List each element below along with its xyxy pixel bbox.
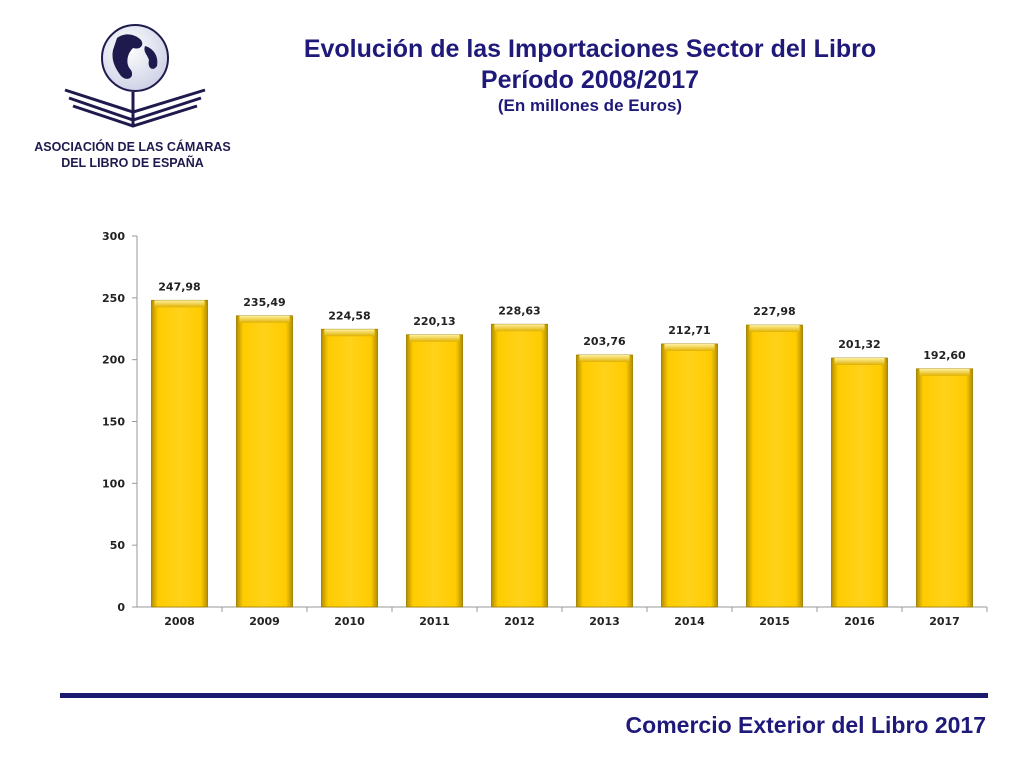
bar xyxy=(576,354,633,608)
bar xyxy=(746,324,803,608)
bar-highlight xyxy=(579,355,630,363)
bar-highlight xyxy=(919,368,970,376)
org-name: ASOCIACIÓN DE LAS CÁMARAS DEL LIBRO DE E… xyxy=(0,139,265,171)
bar xyxy=(831,357,888,608)
data-label: 224,58 xyxy=(328,309,370,322)
bar xyxy=(916,368,973,608)
logo-globe-book-icon xyxy=(64,24,206,128)
bar xyxy=(661,343,718,608)
footer-text: Comercio Exterior del Libro 2017 xyxy=(625,712,986,738)
page-title: Evolución de las Importaciones Sector de… xyxy=(303,35,877,63)
bar-highlight xyxy=(494,324,545,332)
x-tick-label: 2009 xyxy=(249,615,280,628)
y-tick-label: 0 xyxy=(117,601,125,614)
y-tick-label: 50 xyxy=(110,539,126,552)
footer-rule xyxy=(60,693,988,698)
org-name-line1: ASOCIACIÓN DE LAS CÁMARAS xyxy=(34,140,231,154)
data-label: 235,49 xyxy=(243,296,285,309)
bar-highlight xyxy=(834,358,885,366)
x-tick-label: 2016 xyxy=(844,615,875,628)
y-tick-label: 250 xyxy=(102,292,125,305)
data-label: 201,32 xyxy=(838,338,880,351)
data-label: 247,98 xyxy=(158,280,200,293)
bar-highlight xyxy=(664,343,715,351)
x-tick-label: 2008 xyxy=(164,615,195,628)
bar-highlight xyxy=(324,329,375,337)
bar xyxy=(491,323,548,608)
data-label: 228,63 xyxy=(498,304,540,317)
bar-highlight xyxy=(154,300,205,308)
y-tick-label: 100 xyxy=(102,477,125,490)
x-tick-label: 2014 xyxy=(674,615,705,628)
bar xyxy=(321,328,378,608)
bar-highlight xyxy=(749,325,800,333)
bar xyxy=(406,334,463,608)
bar-highlight xyxy=(239,315,290,323)
bar xyxy=(236,315,293,608)
data-label: 220,13 xyxy=(413,315,455,328)
x-tick-label: 2012 xyxy=(504,615,535,628)
x-tick-label: 2017 xyxy=(929,615,960,628)
data-label: 212,71 xyxy=(668,324,710,337)
bar xyxy=(151,299,208,608)
data-label: 203,76 xyxy=(583,335,626,348)
x-tick-label: 2011 xyxy=(419,615,450,628)
data-label: 227,98 xyxy=(753,305,795,318)
bar-highlight xyxy=(409,334,460,342)
x-tick-label: 2015 xyxy=(759,615,790,628)
x-tick-label: 2010 xyxy=(334,615,365,628)
y-tick-label: 200 xyxy=(102,354,125,367)
chart-header: Evolución de las Importaciones Sector de… xyxy=(250,34,930,117)
org-name-line2: DEL LIBRO DE ESPAÑA xyxy=(61,156,204,170)
page-title-period: Período 2008/2017 xyxy=(480,66,700,94)
page-subtitle: (En millones de Euros) xyxy=(497,96,683,115)
x-tick-label: 2013 xyxy=(589,615,620,628)
y-tick-label: 300 xyxy=(102,230,125,243)
y-tick-label: 150 xyxy=(102,416,125,429)
data-label: 192,60 xyxy=(923,349,966,362)
